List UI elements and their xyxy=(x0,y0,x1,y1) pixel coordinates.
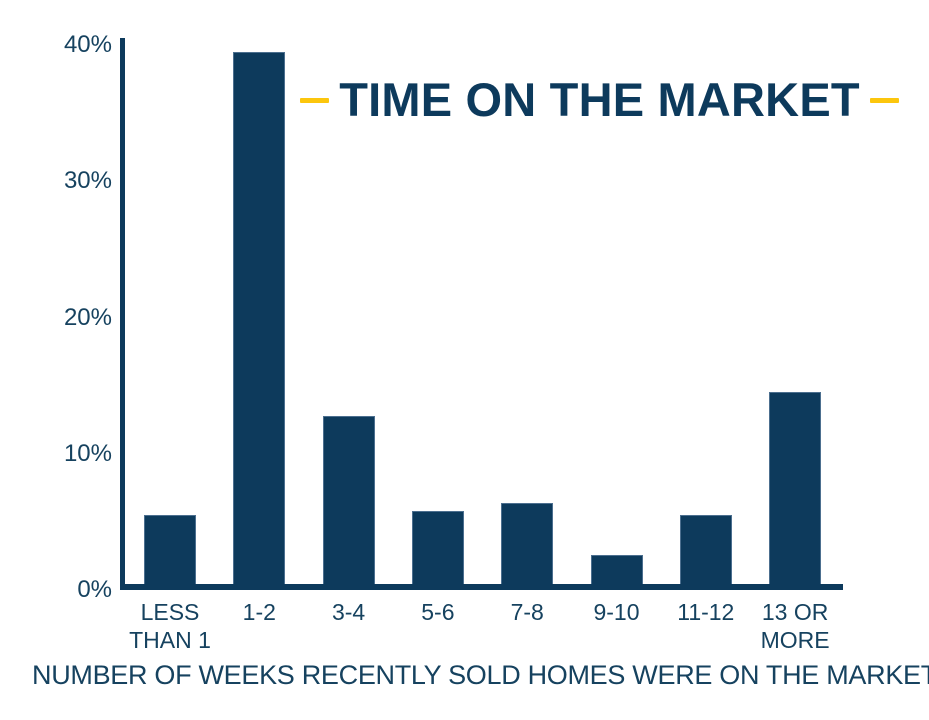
chart-title-row: TIME ON THE MARKET xyxy=(270,72,929,128)
bar xyxy=(144,515,196,590)
bar xyxy=(501,503,554,590)
y-tick-label: 40% xyxy=(63,31,112,58)
x-tick-label: 3-4 xyxy=(331,599,366,625)
x-tick-label: LESS THAN 1 xyxy=(129,599,211,653)
x-tick-label: 5-6 xyxy=(421,599,455,625)
bar xyxy=(411,511,464,590)
y-axis-line xyxy=(120,38,125,590)
bar xyxy=(769,392,822,590)
bar xyxy=(322,416,375,590)
title-left-dash-icon xyxy=(300,97,330,103)
bar xyxy=(679,515,732,590)
x-axis-caption: NUMBER OF WEEKS RECENTLY SOLD HOMES WERE… xyxy=(32,660,929,690)
bar xyxy=(233,52,286,590)
y-tick-label: 20% xyxy=(63,303,112,331)
y-tick-label: 10% xyxy=(63,439,112,467)
title-right-dash-icon xyxy=(869,97,899,103)
bar-chart-plot: 0% 10% 20% 30% 40% LESS THAN 1 1-2 3-4 5-6 7-8 9-… xyxy=(64,31,843,653)
x-tick-label: 7-8 xyxy=(510,599,544,625)
y-tick-label: 30% xyxy=(63,167,112,195)
y-tick-label: 0% xyxy=(77,576,112,603)
x-tick-label: 13 OR MORE xyxy=(760,599,830,653)
x-tick-label: 1-2 xyxy=(242,599,276,625)
x-tick-label: 11-12 xyxy=(677,599,735,625)
chart-title: TIME ON THE MARKET xyxy=(339,73,860,126)
x-tick-label: 9-10 xyxy=(593,599,640,625)
x-axis-line xyxy=(120,584,843,590)
